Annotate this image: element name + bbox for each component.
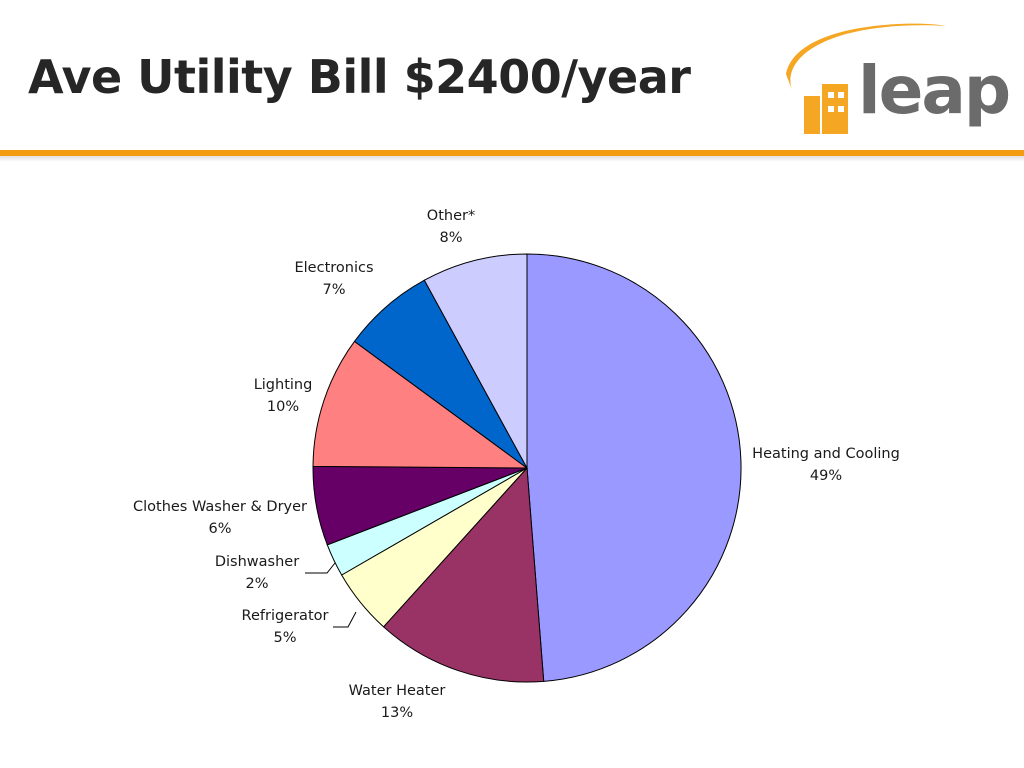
pie-labels: Heating and Cooling 49% Water Heater 13% Ref… [133, 208, 900, 721]
logo-window-1 [828, 92, 834, 98]
logo-window-3 [828, 106, 834, 112]
pie-slice-lighting [312, 340, 529, 469]
pie-label-clothes-washer-dryer: Clothes Washer & Dryer 6% [133, 499, 307, 537]
header-divider-shadow [0, 156, 1024, 162]
leap-logo-mark-icon [786, 23, 946, 134]
pie-slice-other [423, 253, 528, 469]
logo-wordmark: leap [858, 52, 1011, 129]
slide-title: Ave Utility Bill $2400/year [28, 50, 691, 104]
logo-window-4 [838, 106, 844, 112]
pie-label-water-heater: Water Heater 13% [349, 683, 446, 721]
pie-label-dishwasher: Dishwasher 2% [215, 554, 299, 592]
pie-label-lighting: Lighting 10% [254, 377, 313, 415]
header-divider [0, 150, 1024, 156]
pie-label-refrigerator: Refrigerator 5% [242, 608, 329, 646]
slide-header: Ave Utility Bill $2400/year [0, 0, 1024, 150]
pie-slice-water-heater [382, 466, 545, 683]
pie-slice-heating-and-cooling [526, 253, 742, 682]
pie-label-other: Other* 8% [427, 208, 475, 246]
leader-line-dishwasher [305, 562, 336, 574]
logo-window-2 [838, 92, 844, 98]
pie-leader-lines [305, 562, 357, 628]
leader-line-refrigerator [333, 611, 357, 628]
pie-slices [312, 253, 742, 683]
pie-label-electronics: Electronics 7% [294, 260, 373, 298]
pie-label-heating-and-cooling: Heating and Cooling 49% [752, 446, 900, 484]
logo-building-small [804, 96, 820, 134]
logo-arc [786, 23, 946, 90]
